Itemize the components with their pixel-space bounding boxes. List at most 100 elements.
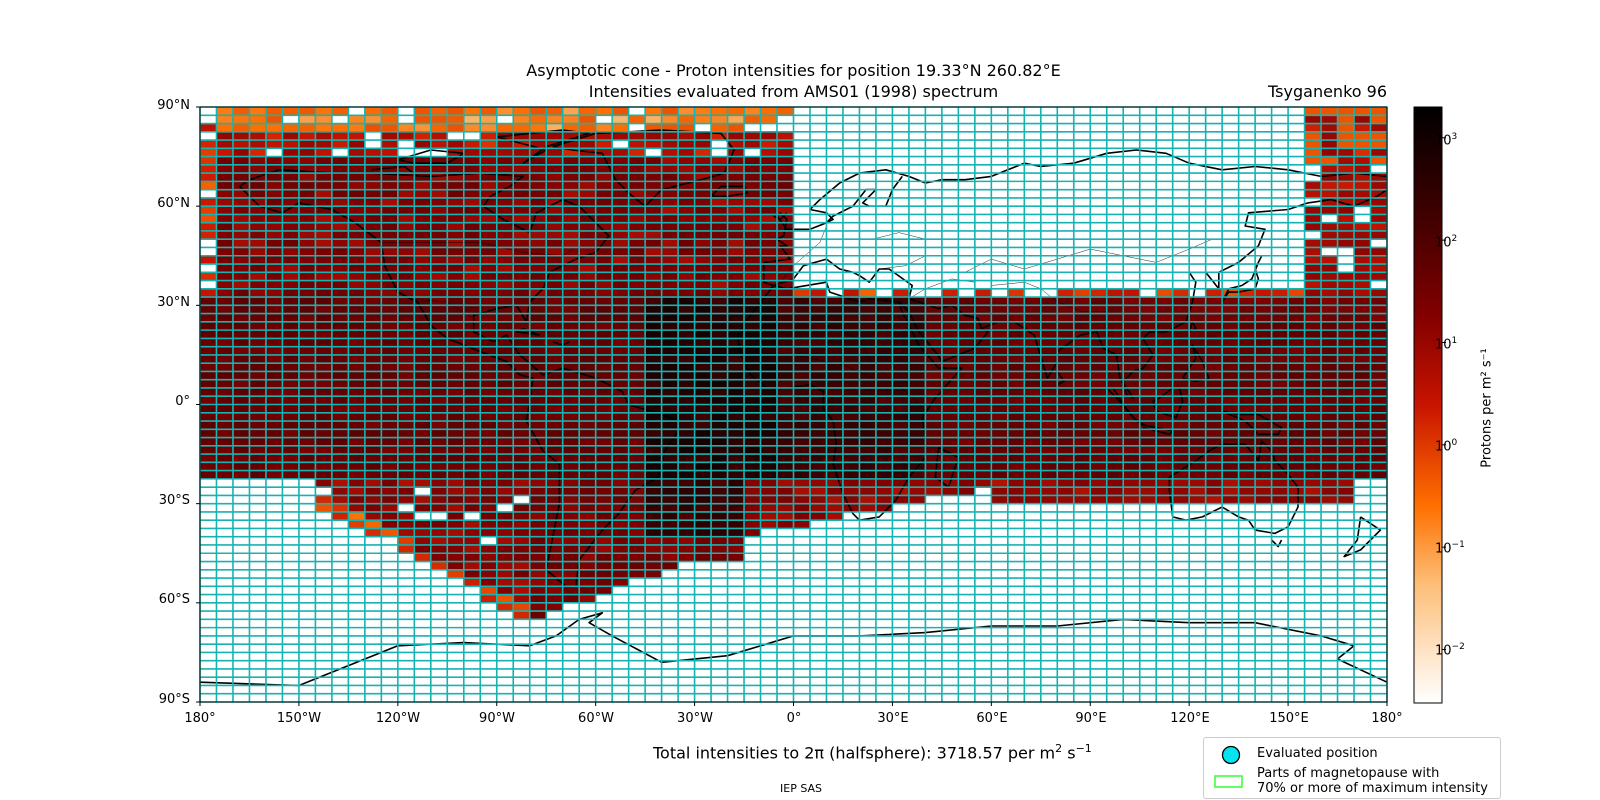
- intensity-cell: [1139, 346, 1157, 355]
- intensity-cell: [496, 561, 514, 570]
- intensity-cell: [265, 305, 283, 314]
- intensity-cell: [579, 594, 596, 603]
- intensity-cell: [661, 264, 679, 273]
- intensity-cell: [1370, 379, 1387, 388]
- intensity-cell: [430, 247, 448, 256]
- intensity-cell: [496, 214, 514, 223]
- intensity-cell: [1106, 321, 1124, 331]
- intensity-cell: [546, 495, 563, 504]
- intensity-cell: [842, 288, 860, 298]
- intensity-cell: [463, 578, 481, 587]
- intensity-cell: [628, 214, 646, 223]
- intensity-cell: [678, 305, 695, 314]
- intensity-cell: [1321, 429, 1338, 438]
- intensity-cell: [612, 156, 629, 165]
- intensity-cell: [282, 305, 299, 314]
- intensity-cell: [414, 462, 431, 471]
- intensity-cell: [1057, 470, 1074, 479]
- intensity-cell: [991, 404, 1008, 413]
- intensity-cell: [1172, 478, 1190, 488]
- intensity-cell: [513, 536, 530, 545]
- intensity-cell: [216, 470, 233, 479]
- intensity-cell: [216, 421, 233, 430]
- intensity-cell: [579, 445, 596, 455]
- intensity-cell: [925, 387, 942, 397]
- intensity-cell: [1370, 148, 1387, 157]
- intensity-cell: [1304, 346, 1322, 355]
- intensity-cell: [727, 528, 745, 537]
- intensity-cell: [298, 272, 316, 281]
- intensity-cell: [1189, 346, 1206, 355]
- intensity-cell: [711, 264, 728, 273]
- intensity-cell: [595, 280, 613, 289]
- intensity-cell: [760, 429, 778, 438]
- intensity-cell: [1271, 363, 1289, 372]
- intensity-cell: [744, 511, 761, 521]
- intensity-cell: [496, 173, 514, 182]
- intensity-cell: [529, 255, 547, 265]
- intensity-cell: [892, 396, 909, 405]
- intensity-cell: [1040, 487, 1058, 496]
- intensity-cell: [1255, 462, 1272, 471]
- intensity-cell: [1238, 363, 1256, 372]
- intensity-cell: [414, 164, 431, 174]
- intensity-cell: [315, 445, 332, 455]
- intensity-cell: [381, 214, 398, 223]
- intensity-cell: [381, 520, 398, 529]
- intensity-cell: [546, 131, 563, 141]
- intensity-cell: [216, 247, 233, 256]
- intensity-cell: [1106, 396, 1124, 405]
- intensity-cell: [892, 330, 909, 339]
- intensity-cell: [1205, 354, 1223, 364]
- intensity-cell: [414, 189, 431, 198]
- intensity-cell: [546, 387, 563, 397]
- intensity-cell: [562, 478, 580, 488]
- intensity-cell: [496, 222, 514, 231]
- intensity-cell: [612, 338, 629, 347]
- intensity-cell: [364, 421, 382, 430]
- intensity-cell: [232, 173, 250, 182]
- intensity-cell: [793, 495, 810, 504]
- intensity-cell: [595, 140, 613, 149]
- intensity-cell: [331, 222, 349, 231]
- intensity-cell: [216, 189, 233, 198]
- intensity-cell: [480, 222, 497, 231]
- intensity-cell: [1354, 247, 1371, 256]
- intensity-cell: [628, 197, 646, 207]
- intensity-cell: [298, 371, 316, 380]
- intensity-cell: [1106, 429, 1124, 438]
- intensity-cell: [1057, 338, 1074, 347]
- intensity-cell: [513, 189, 530, 198]
- intensity-cell: [1271, 495, 1289, 504]
- intensity-cell: [315, 247, 332, 256]
- intensity-cell: [496, 371, 514, 380]
- intensity-cell: [397, 470, 415, 479]
- intensity-cell: [1255, 288, 1272, 298]
- intensity-cell: [1139, 445, 1157, 455]
- coastline: [1056, 370, 1065, 386]
- intensity-cell: [1337, 164, 1355, 174]
- intensity-cell: [513, 553, 530, 562]
- intensity-cell: [265, 363, 283, 372]
- intensity-cell: [595, 495, 613, 504]
- intensity-cell: [513, 454, 530, 463]
- intensity-cell: [974, 462, 992, 471]
- intensity-cell: [958, 412, 975, 422]
- intensity-cell: [678, 495, 695, 504]
- intensity-cell: [315, 429, 332, 438]
- intensity-cell: [974, 470, 992, 479]
- intensity-cell: [925, 445, 942, 455]
- intensity-cell: [216, 107, 233, 116]
- intensity-cell: [381, 363, 398, 372]
- intensity-cell: [480, 511, 497, 521]
- intensity-cell: [1337, 280, 1355, 289]
- intensity-cell: [661, 206, 679, 215]
- intensity-cell: [331, 346, 349, 355]
- intensity-cell: [331, 396, 349, 405]
- intensity-cell: [579, 107, 596, 116]
- intensity-cell: [1123, 470, 1140, 479]
- intensity-cell: [496, 470, 514, 479]
- intensity-cell: [529, 115, 547, 124]
- intensity-cell: [711, 487, 728, 496]
